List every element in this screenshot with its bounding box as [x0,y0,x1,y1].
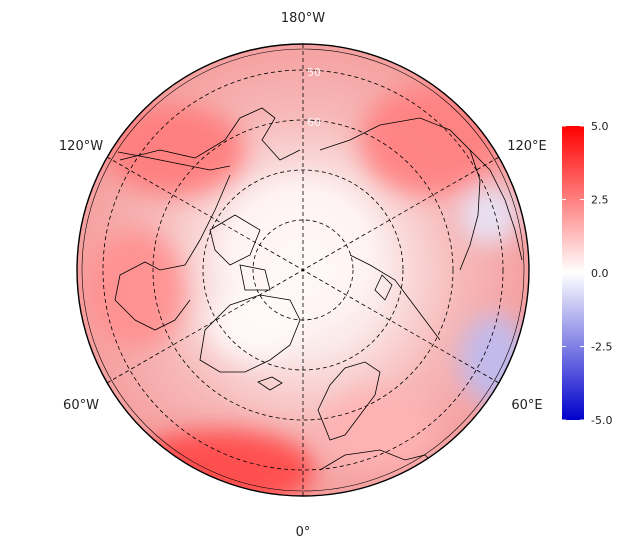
lon-label-0: 0° [296,525,311,540]
colorbar-tick-neg-5: -5.0 [591,414,612,427]
colorbar-tick-2-5: 2.5 [591,194,609,207]
coast-canada [114,174,231,331]
coast-east-asia [469,149,523,261]
anomaly-greenland [210,290,300,360]
lat-label-50: 50 [307,66,321,79]
coast-alaska [119,107,301,161]
lon-label-120e: 120°E [507,139,547,154]
colorbar: 5.0 2.5 0.0 -2.5 -5.0 [562,120,612,427]
coast-archipelago [209,214,271,291]
coast-russia-north [349,254,441,341]
anomaly-western-russia [460,315,529,405]
lat-circle-50 [102,69,504,471]
coast-greenland [199,294,301,373]
anomaly-hudson-bay [85,230,185,350]
coast-iceland [257,376,283,391]
anomaly-europe [325,390,435,470]
lon-label-60e: 60°E [511,398,542,413]
anomaly-east-asia [460,185,520,245]
colorbar-ramp [562,126,584,420]
map-border-inner [81,48,525,492]
anomaly-central-siberia [360,85,500,195]
lat-circle-60 [152,119,454,421]
map-disk: 50 60 [77,44,529,496]
lon-label-180w: 180°W [281,11,325,26]
colorbar-tick-neg-2-5: -2.5 [591,341,612,354]
map-border [76,43,530,497]
coast-novaya [374,274,393,301]
lon-label-60w: 60°W [63,398,99,413]
anomaly-north-atlantic [125,430,315,496]
anomaly-arctic-ocean [225,180,375,320]
coast-aleutians [117,151,231,171]
anomaly-alaska [105,105,245,195]
coast-siberia [319,117,481,271]
coast-scandinavia [317,361,381,441]
colorbar-tick-0: 0.0 [591,267,609,280]
lon-label-120w: 120°W [59,139,103,154]
lat-label-60: 60 [307,116,321,129]
colorbar-tick-5: 5.0 [591,120,609,133]
meridian-120 [106,156,500,384]
graticule [102,44,504,496]
coastlines [114,107,523,496]
